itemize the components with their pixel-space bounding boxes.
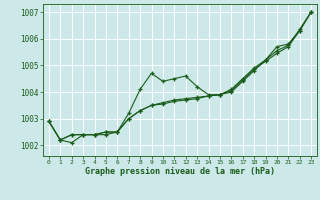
X-axis label: Graphe pression niveau de la mer (hPa): Graphe pression niveau de la mer (hPa): [85, 167, 275, 176]
